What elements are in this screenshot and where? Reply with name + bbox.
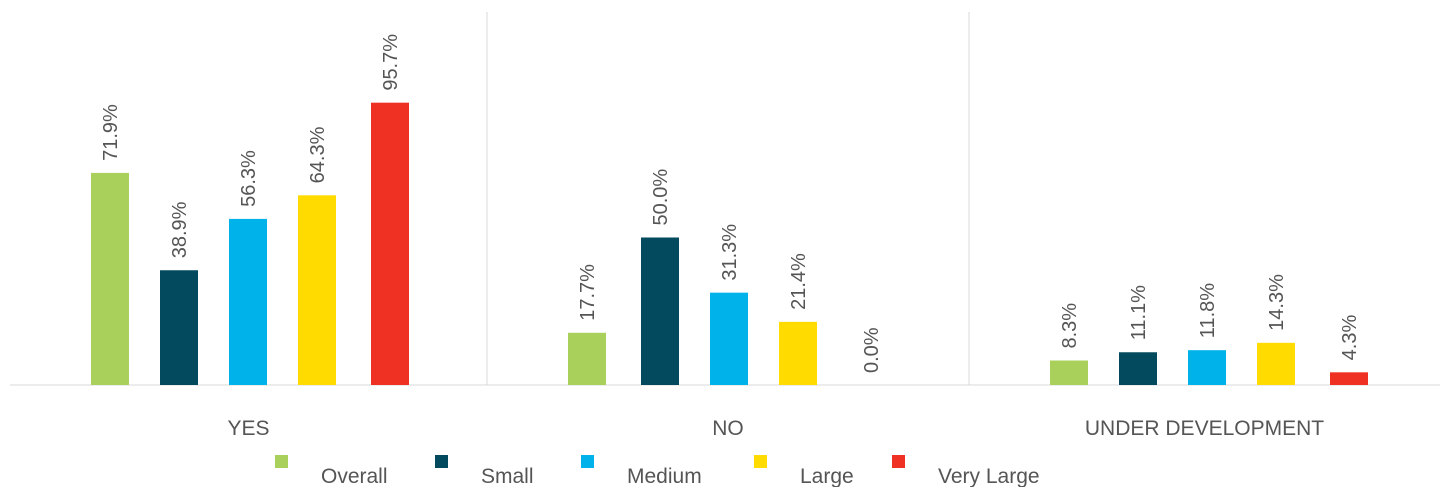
bar-overall-yes [91,172,129,385]
legend-label-small: Small [481,465,534,487]
bar-large-no [779,321,817,385]
legend-swatch-small [435,455,448,468]
bar-large-under-development [1257,342,1295,385]
data-label: 11.1% [1128,285,1150,340]
bar-large-yes [298,195,336,385]
bar-overall-no [568,332,606,385]
data-label: 21.4% [788,253,810,310]
category-label: YES [227,417,269,440]
data-label: 50.0% [650,169,672,226]
data-label: 8.3% [1059,303,1081,349]
data-label: 14.3% [1266,274,1288,331]
plot-area: 71.9% 38.9% 56.3% 64.3% 95.7% YES 17.7% 50.0% 31… [10,12,1440,440]
legend-label-large: Large [800,465,854,487]
data-label: 4.3% [1339,315,1361,361]
category-label: NO [712,417,744,440]
legend-swatch-large [754,455,767,468]
data-label: 31.3% [719,224,741,281]
data-label: 0.0% [861,327,883,373]
legend-label-overall: Overall [321,465,388,487]
bar-medium-yes [229,218,267,385]
legend-label-medium: Medium [627,465,702,487]
data-label: 11.8% [1197,283,1219,338]
data-label: 17.7% [577,264,599,321]
data-label: 71.9% [100,104,122,161]
bar-medium-no [710,292,748,385]
bar-very-large-under-development [1330,372,1368,385]
legend-swatch-very-large [892,455,905,468]
bar-medium-under-development [1188,350,1226,385]
legend-swatch-medium [581,455,594,468]
bar-small-no [641,237,679,385]
bar-overall-under-development [1050,360,1088,385]
data-label: 64.3% [307,126,329,183]
legend: Overall Small Medium Large Very Large [275,455,1040,487]
bar-very-large-yes [371,102,409,385]
category-label: UNDER DEVELOPMENT [1085,417,1324,440]
bar-small-under-development [1119,352,1157,385]
data-label: 56.3% [238,150,260,207]
data-label: 38.9% [169,201,191,258]
legend-swatch-overall [275,455,288,468]
bar-small-yes [160,270,198,385]
data-label: 95.7% [380,34,402,91]
legend-label-very-large: Very Large [938,465,1040,487]
